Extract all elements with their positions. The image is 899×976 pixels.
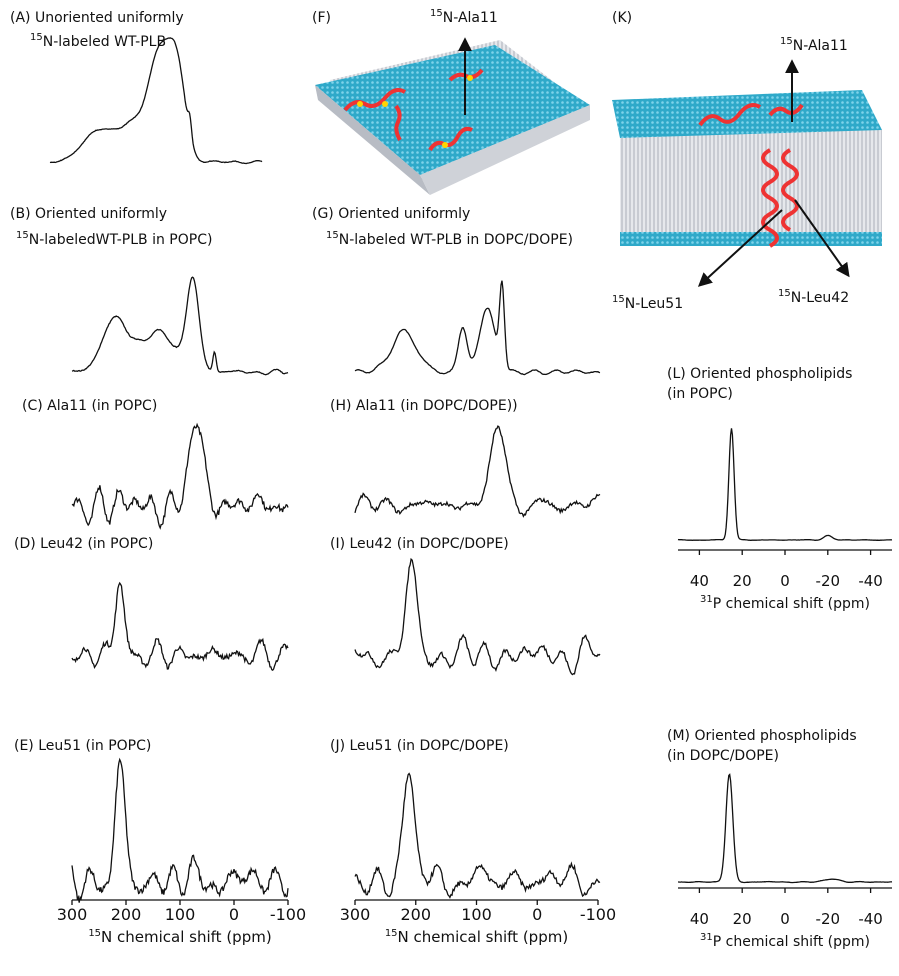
panel-label: (in DOPC/DOPE) bbox=[667, 748, 779, 764]
superscript: 31 bbox=[700, 594, 713, 605]
superscript: 15 bbox=[16, 230, 29, 241]
label-text: N-Leu51 bbox=[625, 296, 683, 312]
panel-label: (G) Oriented uniformly bbox=[312, 206, 470, 222]
label-text: N-Ala11 bbox=[443, 10, 498, 26]
spectrum bbox=[72, 277, 288, 375]
superscript: 15 bbox=[778, 288, 791, 299]
panel-label: 15N-labeled WT-PLB bbox=[30, 32, 166, 50]
panel-label: (K) bbox=[612, 10, 632, 26]
x-axis-title: 15N chemical shift (ppm) bbox=[385, 928, 568, 946]
x-tick-label: 0 bbox=[780, 910, 790, 928]
x-tick-label: 20 bbox=[733, 572, 752, 590]
spectrum bbox=[72, 425, 288, 528]
label-text: (C) Ala11 (in POPC) bbox=[22, 398, 157, 414]
panel-label: (D) Leu42 (in POPC) bbox=[14, 536, 153, 552]
panel-label: 15N-labeled WT-PLB in DOPC/DOPE) bbox=[326, 230, 573, 248]
label-text: N-Leu42 bbox=[791, 290, 849, 306]
spectrum bbox=[355, 281, 600, 375]
x-tick-label: 0 bbox=[229, 905, 239, 924]
x-tick-label: 300 bbox=[57, 905, 88, 924]
x-tick-label: 200 bbox=[111, 905, 142, 924]
spectrum bbox=[355, 774, 600, 898]
x-tick-label: 0 bbox=[780, 572, 790, 590]
x-tick-label: 0 bbox=[532, 905, 542, 924]
panel-label: 15N-Ala11 bbox=[780, 36, 848, 54]
panel-label: (L) Oriented phospholipids bbox=[667, 366, 852, 382]
x-tick-label: 40 bbox=[690, 572, 709, 590]
x-tick-label: 100 bbox=[461, 905, 492, 924]
spectrum bbox=[678, 428, 892, 540]
label-text: (B) Oriented uniformly bbox=[10, 206, 167, 222]
label-text: (M) Oriented phospholipids bbox=[667, 728, 857, 744]
panel-label: (A) Unoriented uniformly bbox=[10, 10, 184, 26]
label-text: (in POPC) bbox=[667, 386, 733, 402]
panel-label: 15N-Ala11 bbox=[430, 8, 498, 26]
spectrum bbox=[678, 775, 892, 883]
superscript: 31 bbox=[700, 932, 713, 943]
x-tick-label: -20 bbox=[816, 572, 841, 590]
label-text: P chemical shift (ppm) bbox=[713, 596, 870, 612]
superscript: 15 bbox=[326, 230, 339, 241]
label-text: N-labeled WT-PLB bbox=[43, 34, 166, 50]
label-text: (H) Ala11 (in DOPC/DOPE)) bbox=[330, 398, 518, 414]
superscript: 15 bbox=[385, 928, 398, 939]
panel-label: (in POPC) bbox=[667, 386, 733, 402]
panel-label: 15N-Leu51 bbox=[612, 294, 683, 312]
x-tick-label: -40 bbox=[858, 572, 883, 590]
label-text: (F) bbox=[312, 10, 331, 26]
label-text: N chemical shift (ppm) bbox=[398, 928, 569, 946]
panel-label: (J) Leu51 (in DOPC/DOPE) bbox=[330, 738, 509, 754]
membrane-illustration-k bbox=[612, 62, 882, 285]
spectrum bbox=[72, 583, 288, 670]
panel-label: 15N-Leu42 bbox=[778, 288, 849, 306]
label-text: (E) Leu51 (in POPC) bbox=[14, 738, 151, 754]
spectrum bbox=[72, 760, 288, 903]
x-tick-label: 300 bbox=[340, 905, 371, 924]
label-text: (D) Leu42 (in POPC) bbox=[14, 536, 153, 552]
spectrum bbox=[355, 559, 600, 674]
superscript: 15 bbox=[30, 32, 43, 43]
spectrum bbox=[355, 426, 600, 516]
x-tick-label: 100 bbox=[165, 905, 196, 924]
x-axis-title: 31P chemical shift (ppm) bbox=[700, 932, 870, 950]
label-text: N-labeledWT-PLB in POPC) bbox=[29, 232, 213, 248]
x-tick-label: 20 bbox=[733, 910, 752, 928]
panel-label: (I) Leu42 (in DOPC/DOPE) bbox=[330, 536, 509, 552]
panel-label: (E) Leu51 (in POPC) bbox=[14, 738, 151, 754]
membrane-illustration-f bbox=[315, 40, 590, 195]
superscript: 15 bbox=[88, 928, 101, 939]
superscript: 15 bbox=[430, 8, 443, 19]
x-tick-label: -100 bbox=[580, 905, 616, 924]
label-text: (K) bbox=[612, 10, 632, 26]
x-tick-label: -20 bbox=[816, 910, 841, 928]
label-text: (L) Oriented phospholipids bbox=[667, 366, 852, 382]
panel-label: (B) Oriented uniformly bbox=[10, 206, 167, 222]
label-text: N chemical shift (ppm) bbox=[101, 928, 272, 946]
label-text: (J) Leu51 (in DOPC/DOPE) bbox=[330, 738, 509, 754]
x-tick-label: 200 bbox=[400, 905, 431, 924]
label-text: N-labeled WT-PLB in DOPC/DOPE) bbox=[339, 232, 573, 248]
panel-label: (F) bbox=[312, 10, 331, 26]
x-tick-label: 40 bbox=[690, 910, 709, 928]
superscript: 15 bbox=[612, 294, 625, 305]
label-text: (in DOPC/DOPE) bbox=[667, 748, 779, 764]
x-tick-label: -100 bbox=[270, 905, 306, 924]
label-text: P chemical shift (ppm) bbox=[713, 934, 870, 950]
panel-label: (H) Ala11 (in DOPC/DOPE)) bbox=[330, 398, 518, 414]
x-axis-title: 31P chemical shift (ppm) bbox=[700, 594, 870, 612]
superscript: 15 bbox=[780, 36, 793, 47]
panel-label: (M) Oriented phospholipids bbox=[667, 728, 857, 744]
label-text: N-Ala11 bbox=[793, 38, 848, 54]
spectrum bbox=[50, 38, 262, 164]
label-text: (I) Leu42 (in DOPC/DOPE) bbox=[330, 536, 509, 552]
figure: (A) Unoriented uniformly15N-labeled WT-P… bbox=[0, 0, 899, 976]
x-tick-label: -40 bbox=[858, 910, 883, 928]
x-axis-title: 15N chemical shift (ppm) bbox=[88, 928, 271, 946]
label-text: (A) Unoriented uniformly bbox=[10, 10, 184, 26]
panel-label: 15N-labeledWT-PLB in POPC) bbox=[16, 230, 212, 248]
label-text: (G) Oriented uniformly bbox=[312, 206, 470, 222]
panel-label: (C) Ala11 (in POPC) bbox=[22, 398, 157, 414]
